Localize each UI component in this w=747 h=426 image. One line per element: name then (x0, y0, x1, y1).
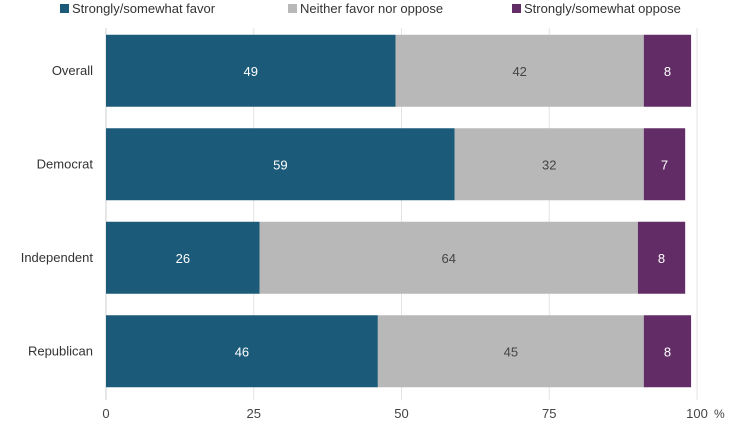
x-tick-label-100: 100 (686, 406, 708, 421)
category-label-republican: Republican (28, 343, 93, 358)
legend-swatch-neither (288, 3, 297, 13)
category-label-overall: Overall (52, 63, 93, 78)
legend-item-favor: Strongly/somewhat favor (60, 0, 215, 16)
data-label-republican-0: 46 (235, 344, 249, 359)
data-label-democrat-0: 59 (273, 157, 287, 172)
bar-democrat-0 (106, 128, 455, 201)
data-label-democrat-1: 32 (542, 157, 556, 172)
legend-label-oppose: Strongly/somewhat oppose (524, 0, 681, 16)
category-label-independent: Independent (21, 250, 94, 265)
legend: Strongly/somewhat favor Neither favor no… (0, 0, 747, 20)
data-label-overall-0: 49 (244, 64, 258, 79)
data-label-independent-0: 26 (176, 251, 190, 266)
x-tick-label-25: 25 (247, 406, 261, 421)
x-tick-label-75: 75 (542, 406, 556, 421)
bar-democrat-2 (643, 128, 686, 201)
bar-independent-2 (637, 221, 686, 294)
bar-independent-0 (106, 221, 260, 294)
x-tick-label-0: 0 (102, 406, 109, 421)
bar-overall-2 (643, 34, 692, 107)
legend-label-neither: Neither favor nor oppose (300, 0, 444, 16)
legend-item-neither: Neither favor nor oppose (288, 0, 443, 16)
bar-overall-0 (106, 34, 396, 107)
bar-democrat-1 (454, 128, 644, 201)
data-label-democrat-2: 7 (661, 157, 668, 172)
bar-republican-2 (643, 315, 692, 388)
data-label-independent-1: 64 (442, 251, 456, 266)
category-label-democrat: Democrat (37, 156, 94, 171)
data-label-republican-1: 45 (504, 344, 518, 359)
bar-overall-1 (395, 34, 644, 107)
data-label-republican-2: 8 (664, 344, 671, 359)
bar-independent-1 (259, 221, 638, 294)
legend-swatch-favor (60, 3, 69, 13)
x-unit-label: % (714, 407, 725, 421)
data-label-overall-1: 42 (512, 64, 526, 79)
data-label-overall-2: 8 (664, 64, 671, 79)
bar-republican-1 (377, 315, 644, 388)
legend-label-favor: Strongly/somewhat favor (72, 0, 216, 16)
x-tick-label-50: 50 (394, 406, 408, 421)
legend-swatch-oppose (512, 3, 521, 13)
legend-item-oppose: Strongly/somewhat oppose (512, 0, 681, 16)
data-label-independent-2: 8 (658, 251, 665, 266)
bar-republican-0 (106, 315, 378, 388)
